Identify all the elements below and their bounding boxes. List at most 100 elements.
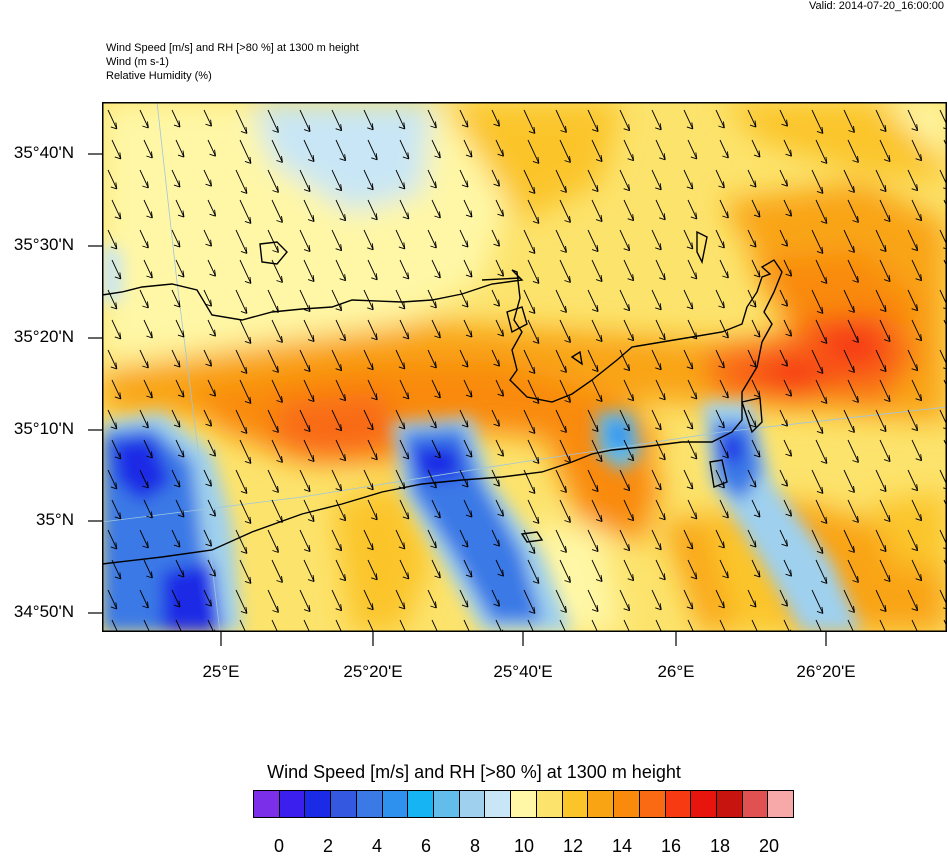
wind-arrow <box>555 529 567 553</box>
wind-arrow <box>303 139 315 163</box>
wind-arrow <box>239 139 252 164</box>
wind-arrow <box>719 139 729 159</box>
wind-arrow <box>491 109 501 127</box>
wind-arrow <box>427 469 437 489</box>
wind-arrow <box>623 439 635 462</box>
wind-arrow <box>495 319 505 337</box>
wind-arrow <box>267 469 279 493</box>
wind-arrow <box>395 289 406 310</box>
wind-arrow <box>239 199 252 224</box>
wind-arrow <box>587 229 599 253</box>
wind-arrow <box>847 439 859 463</box>
colorbar-swatch <box>613 790 640 818</box>
lon-label: 26°E <box>657 662 695 681</box>
wind-arrow <box>171 409 181 428</box>
wind-arrow <box>843 169 855 193</box>
wind-arrow <box>747 469 757 488</box>
wind-arrow <box>143 319 153 339</box>
wind-arrow <box>843 529 855 553</box>
wind-arrow <box>207 439 217 457</box>
wind-arrow <box>783 139 793 157</box>
wind-arrow <box>719 319 729 339</box>
lon-label: 25°E <box>202 662 240 681</box>
wind-arrow <box>875 409 887 433</box>
wind-arrow <box>587 409 599 433</box>
wind-arrow <box>111 319 122 340</box>
wind-arrow <box>591 139 603 163</box>
wind-arrow <box>335 559 347 582</box>
wind-arrow <box>495 199 505 217</box>
wind-arrow <box>747 529 757 548</box>
wind-arrow <box>555 289 567 313</box>
wind-arrow <box>367 259 378 281</box>
wind-arrow <box>655 139 666 161</box>
wind-arrow <box>783 439 793 457</box>
graticule <box>102 102 947 632</box>
wind-arrow <box>879 319 891 343</box>
wind-arrow <box>203 169 213 187</box>
lat-ticks <box>88 153 102 614</box>
wind-arrow <box>335 379 347 402</box>
wind-arrow <box>683 469 694 490</box>
colorbar-swatch <box>741 790 769 818</box>
wind-arrow <box>847 139 859 163</box>
wind-arrow <box>843 589 855 613</box>
lat-label: 35°40'N <box>13 143 74 162</box>
wind-arrow <box>303 439 315 463</box>
wind-arrow <box>107 169 118 190</box>
wind-arrow <box>619 469 631 492</box>
wind-arrow <box>559 199 571 223</box>
wind-arrow <box>203 289 213 307</box>
wind-arrow <box>651 229 662 251</box>
wind-arrow <box>427 109 437 129</box>
wind-arrow <box>719 439 729 459</box>
wind-arrow <box>395 229 406 250</box>
colorbar-swatch <box>330 790 357 818</box>
wind-arrow <box>847 499 859 523</box>
wind-arrow <box>911 439 923 462</box>
wind-arrow <box>623 499 635 522</box>
wind-arrow <box>303 259 315 283</box>
wind-arrow <box>683 109 694 130</box>
wind-arrow <box>431 259 441 279</box>
wind-arrow <box>911 559 923 582</box>
wind-arrow <box>719 559 729 579</box>
wind-arrow <box>267 409 279 433</box>
wind-arrow <box>815 319 828 344</box>
wind-arrow <box>299 289 311 313</box>
wind-arrow <box>267 529 279 553</box>
wind-arrow <box>463 379 473 398</box>
wind-arrow <box>175 559 185 578</box>
wind-arrow <box>495 559 505 577</box>
wind-arrow <box>143 439 153 459</box>
wind-arrow <box>843 349 855 373</box>
wind-arrow <box>587 469 599 493</box>
wind-arrow <box>715 169 725 189</box>
wind-arrow <box>207 139 217 157</box>
wind-arrow <box>175 319 185 338</box>
wind-arrow <box>491 229 501 247</box>
wind-arrow <box>431 379 441 399</box>
wind-arrow <box>431 559 441 579</box>
wind-arrow <box>683 229 694 250</box>
wind-arrow <box>779 289 789 307</box>
wind-arrow <box>619 289 631 312</box>
colorbar-label: 20 <box>758 836 780 856</box>
wind-arrow <box>747 289 757 308</box>
wind-arrow <box>527 499 540 524</box>
colorbar-swatch <box>767 790 795 818</box>
colorbar-swatch <box>253 790 280 818</box>
wind-arrow <box>363 589 374 611</box>
wind-arrow <box>751 559 761 578</box>
wind-arrow <box>783 199 793 217</box>
colorbar-swatch <box>381 790 409 818</box>
wind-arrow <box>847 319 859 343</box>
wind-arrow <box>591 199 603 223</box>
wind-arrow <box>655 619 663 632</box>
wind-arrow <box>331 289 343 312</box>
wind-arrow <box>751 259 761 278</box>
latitude-labels: 35°40'N 35°30'N 35°20'N 35°10'N 35°N 34°… <box>0 0 74 854</box>
wind-arrow <box>555 469 567 493</box>
colorbar-label: 10 <box>513 836 535 856</box>
wind-arrow <box>203 229 213 247</box>
